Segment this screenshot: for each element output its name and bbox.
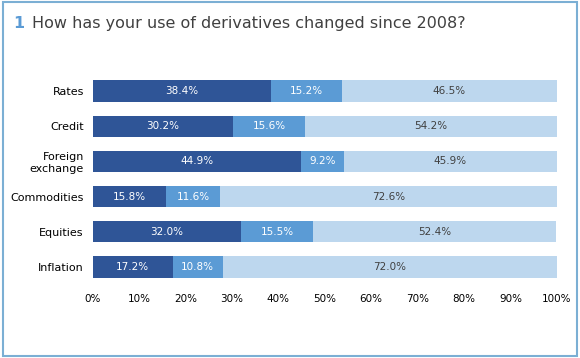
Text: 72.0%: 72.0% [374,262,406,272]
Bar [93,151,301,172]
Text: 32.0%: 32.0% [151,227,183,237]
Text: 11.6%: 11.6% [176,192,209,202]
Text: 54.2%: 54.2% [415,121,448,131]
Text: 9.2%: 9.2% [309,156,336,166]
Text: 10.8%: 10.8% [181,262,214,272]
Text: 44.9%: 44.9% [180,156,213,166]
Text: 15.6%: 15.6% [252,121,286,131]
Text: 46.5%: 46.5% [433,86,466,96]
Text: 38.4%: 38.4% [165,86,198,96]
Text: 17.2%: 17.2% [116,262,149,272]
Bar [93,81,271,102]
Bar [305,116,557,137]
Bar [220,186,557,207]
Text: How has your use of derivatives changed since 2008?: How has your use of derivatives changed … [32,16,466,31]
Text: 1: 1 [14,16,31,31]
Bar [344,151,557,172]
Bar [93,221,241,242]
Bar [271,81,342,102]
Bar [301,151,344,172]
Text: 52.4%: 52.4% [418,227,451,237]
Bar [166,186,220,207]
Bar [223,256,557,277]
Bar [93,256,173,277]
Text: 15.5%: 15.5% [260,227,294,237]
Text: 45.9%: 45.9% [434,156,467,166]
Bar [233,116,305,137]
Bar [93,186,166,207]
Text: 30.2%: 30.2% [146,121,179,131]
Bar [313,221,556,242]
Text: 15.2%: 15.2% [289,86,323,96]
Text: 15.8%: 15.8% [113,192,146,202]
Text: 72.6%: 72.6% [372,192,405,202]
Bar [173,256,223,277]
Bar [342,81,557,102]
Bar [241,221,313,242]
Bar [93,116,233,137]
